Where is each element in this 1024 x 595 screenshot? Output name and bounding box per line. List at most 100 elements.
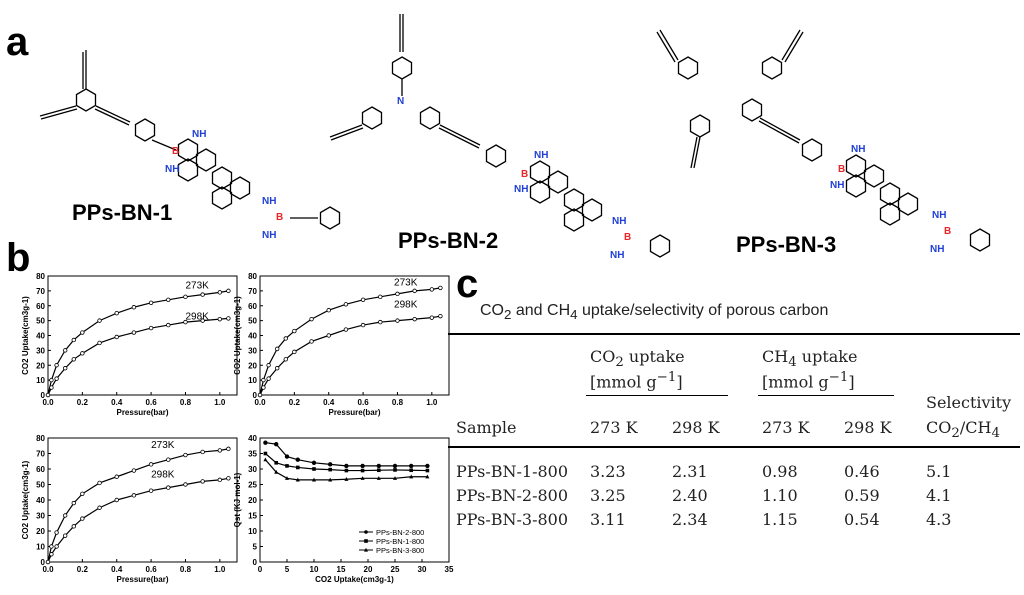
header-ch4-uptake: CH4 uptake (762, 347, 858, 371)
x-tick-label: 25 (391, 565, 400, 574)
data-point (312, 467, 316, 471)
y-tick-label: 80 (248, 272, 257, 281)
table-cell-value: 2.31 (672, 462, 708, 481)
x-tick-label: 1.0 (214, 565, 226, 574)
data-point (292, 328, 297, 334)
y-tick-label: 30 (36, 512, 45, 521)
data-point (148, 325, 154, 331)
data-point (274, 461, 278, 465)
y-tick-label: 10 (248, 527, 257, 536)
data-point (114, 474, 119, 479)
y-tick-label: 50 (36, 317, 45, 326)
data-point (114, 497, 119, 503)
table-cell-value: 3.23 (590, 462, 626, 481)
data-point (283, 336, 288, 341)
data-point (62, 533, 68, 538)
svg-text:B: B (172, 146, 179, 157)
data-point (409, 474, 414, 479)
data-point (97, 318, 102, 323)
y-tick-label: 0 (41, 558, 46, 567)
molecule-label-3: PPs-BN-3 (736, 232, 837, 257)
data-point (295, 477, 300, 482)
data-point (285, 476, 289, 480)
x-tick-label: 0.2 (77, 398, 89, 407)
data-point (97, 340, 102, 346)
x-tick-label: 0.0 (42, 398, 54, 407)
data-point (80, 351, 85, 356)
data-point (285, 464, 289, 468)
data-point (217, 477, 223, 483)
data-point (183, 452, 188, 458)
table-cell-value: 3.25 (590, 486, 626, 505)
data-point (274, 366, 280, 371)
header-temp: 273 K (590, 418, 638, 437)
data-point (266, 363, 271, 368)
data-point (376, 463, 381, 469)
data-point (263, 457, 268, 462)
data-point (71, 337, 76, 343)
data-point (166, 322, 171, 328)
data-point (295, 457, 300, 462)
data-point (326, 308, 331, 313)
x-tick-label: 0.6 (146, 565, 158, 574)
data-point (97, 505, 102, 510)
y-tick-label: 0 (41, 391, 46, 400)
y-tick-label: 5 (253, 543, 258, 552)
table-cell-value: 0.54 (844, 510, 880, 529)
data-point (343, 302, 349, 307)
molecule-pps-bn-2-atoms: N B NH NH B NH NH (397, 96, 631, 261)
data-point (343, 327, 349, 332)
data-point (200, 292, 205, 297)
svg-text:NH: NH (932, 210, 946, 221)
y-tick-label: 30 (248, 465, 257, 474)
legend-entry: PPs-BN-2-800 (376, 528, 424, 537)
data-point (395, 291, 400, 297)
legend-marker (364, 547, 368, 552)
svg-text:NH: NH (830, 180, 844, 191)
table-cell-value: 0.59 (844, 486, 880, 505)
data-point (148, 300, 154, 305)
y-tick-label: 70 (248, 287, 257, 296)
data-point (80, 516, 85, 521)
chart-co2-uptake-pps-bn-1: 0.0 0.2 0.4 0.6 0.8 1.0 0 10 20 30 40 50 60 70 80 Press… (21, 272, 238, 417)
svg-text:B: B (276, 212, 283, 223)
svg-text:NH: NH (262, 230, 276, 241)
data-point (80, 491, 85, 496)
x-tick-label: 0.0 (42, 565, 54, 574)
series-label: 273K (185, 280, 209, 291)
legend-marker (364, 539, 368, 543)
x-tick-label: 0.4 (323, 398, 335, 407)
table-top-rule (448, 333, 1020, 335)
svg-text:NH: NH (930, 244, 944, 255)
header-sample: Sample (456, 418, 517, 437)
svg-text:NH: NH (262, 196, 276, 207)
series-label: 298K (151, 469, 175, 480)
data-point (425, 463, 430, 469)
data-point (62, 366, 68, 371)
series-label: 298K (185, 312, 209, 323)
data-point (166, 297, 171, 302)
data-point (274, 469, 279, 474)
chart-co2-uptake-pps-bn-2: 0.0 0.2 0.4 0.6 0.8 1.0 0 10 20 30 40 50 60 70 80 Press… (233, 272, 450, 417)
data-point (261, 377, 266, 383)
data-point (328, 467, 332, 472)
data-point (429, 287, 435, 292)
data-point (393, 476, 397, 480)
table-cell-value: 5.1 (926, 462, 952, 481)
data-point (183, 294, 188, 300)
y-tick-label: 20 (36, 361, 45, 370)
data-point (327, 462, 333, 467)
table-cell-value: 3.11 (590, 510, 626, 529)
x-tick-label: 0.4 (111, 565, 123, 574)
data-point (54, 530, 59, 535)
header-co2-rule (586, 395, 728, 396)
table-cell-value: 0.98 (762, 462, 798, 481)
data-point (80, 330, 85, 335)
data-point (97, 480, 102, 486)
data-point (217, 448, 223, 453)
data-point (378, 319, 383, 325)
y-axis-label: CO2 Uptake(cm3g-1) (233, 296, 242, 375)
data-point (344, 477, 349, 481)
data-point (71, 524, 76, 529)
data-point (62, 513, 68, 518)
